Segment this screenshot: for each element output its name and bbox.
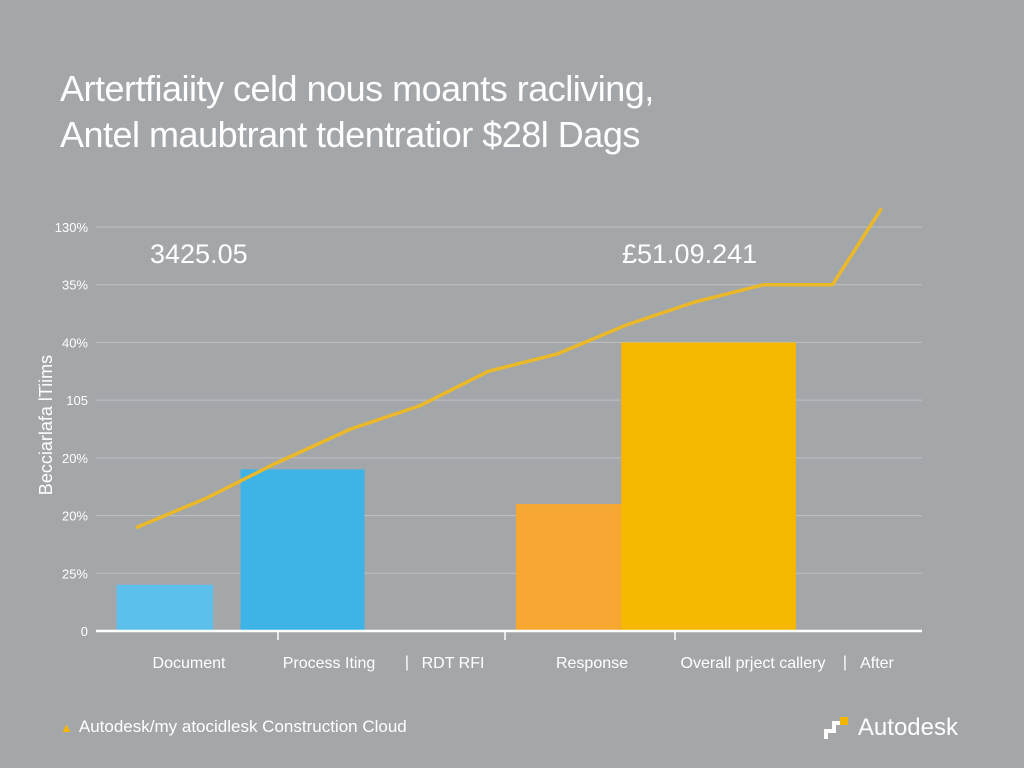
annotation-right: £51.09.241 — [622, 239, 757, 269]
y-tick-label: 40% — [62, 335, 88, 350]
x-tick-label: After — [860, 655, 894, 672]
y-tick-labels: 0 25% 20% 20% 105 40% 35% 130% — [55, 220, 89, 639]
x-label-separator: | — [843, 654, 847, 671]
bar-1 — [240, 469, 365, 631]
autodesk-mark-icon — [823, 717, 848, 739]
y-tick-label: 35% — [62, 278, 88, 293]
x-tick-label: Process Iting — [283, 655, 375, 672]
x-label-separator: | — [405, 654, 409, 671]
y-tick-label: 0 — [81, 624, 88, 639]
bar-3 — [621, 342, 797, 631]
brand-name: Autodesk — [857, 714, 958, 741]
y-tick-label: 105 — [66, 393, 88, 408]
chart-title-line-2: Antel maubtrant tdentratior $28l Dags — [60, 114, 640, 155]
bar-0 — [116, 584, 214, 631]
y-tick-label: 130% — [55, 220, 89, 235]
x-tick-label: Overall prject callery — [681, 655, 826, 672]
source-credit: ▲ Autodesk/my atocidlesk Construction Clo… — [60, 717, 407, 737]
autodesk-logo: Autodesk — [822, 714, 958, 742]
x-tick-label: RDT RFI — [422, 655, 485, 672]
x-tick-label: Document — [153, 655, 226, 672]
bars — [116, 342, 797, 631]
x-tick-label: Response — [556, 655, 628, 672]
chart-title: Artertfiaiity celd nous moants racliving… — [60, 66, 960, 158]
annotation-left: 3425.05 — [150, 239, 248, 269]
y-tick-label: 20% — [62, 451, 88, 466]
gridlines — [96, 226, 922, 574]
chart-title-line-1: Artertfiaiity celd nous moants racliving… — [60, 68, 654, 109]
trend-line — [135, 207, 883, 529]
y-tick-label: 25% — [62, 566, 88, 581]
y-axis-label: Becciarlafa lTiims — [36, 355, 56, 495]
x-tick-labels: Document Process Iting RDT RFI Response Over… — [153, 631, 895, 672]
trend-line-series — [135, 207, 883, 529]
triangle-icon: ▲ — [60, 720, 73, 735]
bar-2 — [515, 504, 640, 631]
source-text: Autodesk/my atocidlesk Construction Clou… — [78, 717, 407, 736]
y-tick-label: 20% — [62, 509, 88, 524]
